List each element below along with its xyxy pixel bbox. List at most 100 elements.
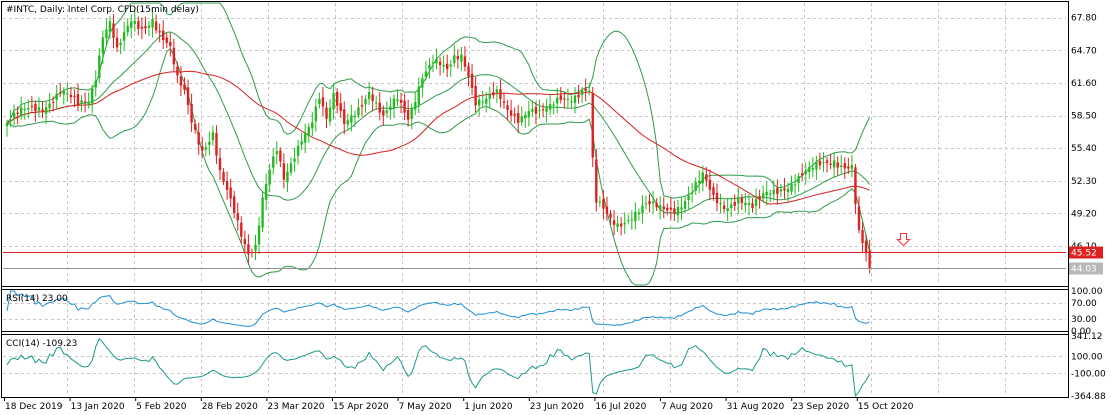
candle-body (30, 105, 34, 107)
candle-body (62, 90, 65, 95)
candle-body (836, 162, 839, 168)
candle-body (293, 158, 296, 162)
candle-body (854, 167, 857, 205)
candle-body (208, 141, 211, 145)
candle-body (98, 55, 101, 79)
candle-body (438, 61, 442, 66)
price-tick-label: 49.20 (1071, 209, 1097, 219)
candle-body (509, 110, 513, 116)
candle-body (460, 54, 463, 62)
candle-body (619, 223, 623, 227)
x-tick-label: 18 Dec 2019 (5, 402, 63, 412)
candle-body (378, 102, 381, 113)
candle-body (644, 203, 648, 205)
rsi-tick-label: 100.00 (1071, 287, 1103, 297)
candle-body (51, 101, 55, 103)
x-tick-label: 16 Jul 2020 (595, 402, 646, 412)
candle-body (12, 112, 16, 118)
price-pane (1, 1, 1069, 287)
candle-body (162, 30, 165, 41)
candle-body (69, 94, 73, 98)
candle-body (783, 188, 786, 191)
candle-body (662, 206, 665, 210)
candle-body (122, 32, 126, 41)
candle-body (215, 133, 218, 156)
rsi-line (6, 290, 870, 327)
candle-body (158, 31, 161, 33)
candle-body (236, 213, 239, 221)
candle-body (634, 211, 637, 222)
candle-body (186, 87, 190, 106)
candle-body (140, 26, 144, 29)
candle-body (66, 93, 69, 95)
candle-body (204, 147, 207, 150)
candle-body (201, 146, 204, 151)
candle-body (268, 169, 271, 185)
current-label-bg (1069, 262, 1103, 275)
candle-body (91, 88, 94, 104)
candle-body (169, 42, 172, 47)
candle-body (495, 89, 499, 94)
rsi-tick-label: 0.00 (1071, 327, 1091, 337)
candle-body (573, 95, 577, 103)
candle-body (730, 204, 733, 209)
candle-body (538, 110, 541, 112)
candle-body (73, 95, 76, 97)
candle-body (506, 105, 509, 110)
candle-body (222, 171, 225, 182)
candle-body (499, 89, 502, 100)
candle-body (751, 203, 754, 209)
candle-body (481, 101, 484, 103)
candle-body (264, 184, 268, 200)
candle-body (314, 106, 318, 122)
cci-pane (1, 334, 1069, 398)
candle-body (414, 102, 417, 110)
candle-body (428, 64, 431, 69)
candle-body (154, 21, 158, 31)
candle-body (417, 86, 420, 105)
candle-body (747, 203, 751, 206)
candle-body (20, 107, 23, 117)
candle-body (76, 94, 80, 106)
candle-body (861, 229, 864, 244)
candle-body (229, 187, 232, 199)
candle-body (286, 171, 289, 183)
x-tick-label: 23 Sep 2020 (792, 402, 849, 412)
moving-average (6, 70, 870, 205)
candle-body (737, 197, 740, 204)
bollinger-lower (6, 48, 871, 286)
candle-body (197, 132, 200, 145)
candle-body (744, 202, 747, 206)
candle-body (545, 107, 548, 112)
candle-body (289, 163, 293, 173)
candle-body (449, 64, 452, 67)
x-tick-label: 1 Jun 2020 (464, 402, 513, 412)
candle-body (655, 203, 658, 208)
candle-body (477, 99, 481, 106)
candle-body (758, 196, 761, 200)
candle-body (296, 145, 300, 156)
candle-body (385, 110, 389, 114)
candle-body (694, 181, 697, 191)
candle-body (339, 103, 342, 112)
candle-body (548, 104, 552, 110)
cci-tick-label: 100.00 (1071, 352, 1103, 362)
cci-tick-label: 341.12 (1071, 332, 1103, 342)
rsi-indicator: 100.00 70.00 30.00 0.00 (3, 287, 1103, 337)
candle-body (612, 220, 616, 225)
candle-body (513, 113, 516, 116)
candle-body (829, 163, 832, 165)
candle-body (470, 73, 474, 88)
price-tick-label: 61.60 (1071, 79, 1097, 89)
candle-body (648, 200, 651, 205)
x-tick-label: 7 May 2020 (399, 402, 452, 412)
candle-body (80, 100, 83, 104)
candle-body (715, 192, 719, 204)
candle-body (190, 103, 193, 123)
candle-body (5, 122, 9, 127)
candle-body (850, 165, 854, 169)
rsi-tick-label: 30.00 (1071, 315, 1097, 325)
x-tick-label: 5 Feb 2020 (136, 402, 187, 412)
rsi-pane (1, 289, 1069, 332)
